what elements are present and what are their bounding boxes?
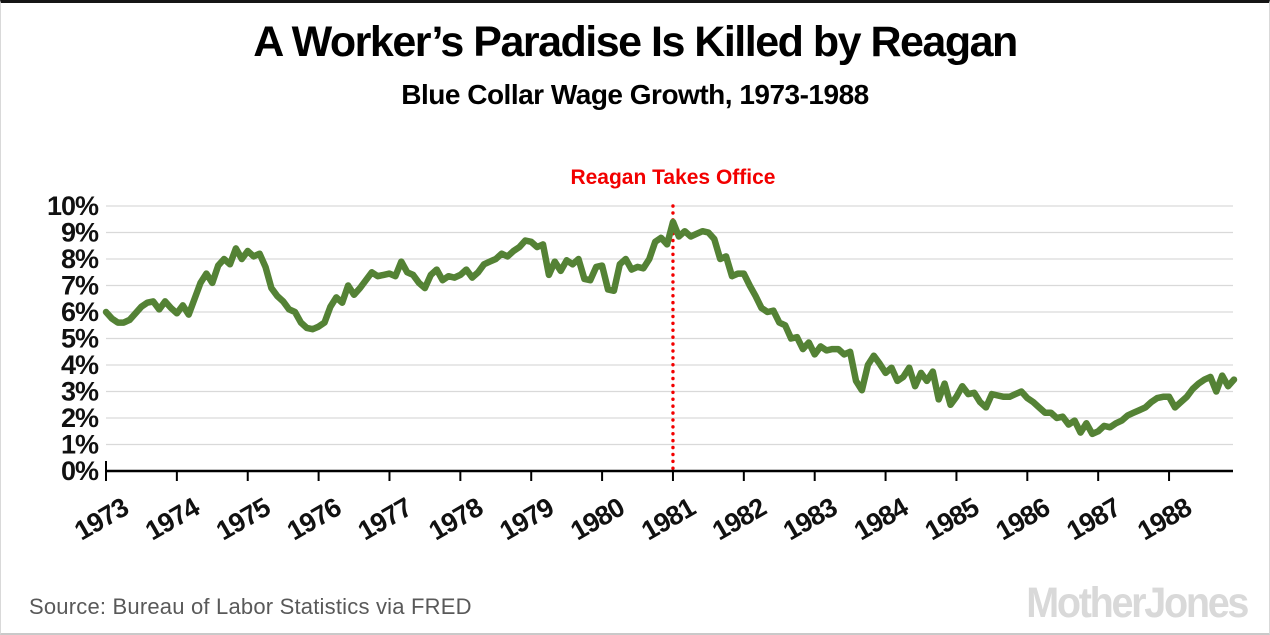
x-tick-label: 1984 xyxy=(849,492,913,547)
y-tick-label: 6% xyxy=(61,297,99,327)
x-tick-label: 1973 xyxy=(69,492,133,547)
y-tick-label: 0% xyxy=(61,456,99,486)
y-tick-label: 3% xyxy=(61,377,99,407)
wage-growth-line-chart: 0%1%2%3%4%5%6%7%8%9%10% Reagan Takes Offi… xyxy=(47,166,1238,547)
y-tick-label: 4% xyxy=(61,350,99,380)
x-tick-label: 1977 xyxy=(353,492,417,546)
x-tick-label: 1978 xyxy=(424,492,488,547)
x-tick-label: 1988 xyxy=(1132,492,1196,547)
y-tick-label: 5% xyxy=(61,324,99,354)
y-tick-label: 2% xyxy=(61,403,99,433)
x-tick-label: 1982 xyxy=(707,492,771,546)
x-tick-label: 1979 xyxy=(495,492,559,547)
source-note: Source: Bureau of Labor Statistics via F… xyxy=(29,594,472,619)
y-tick-label: 9% xyxy=(61,218,99,248)
y-tick-label: 8% xyxy=(61,244,99,274)
x-tick-label: 1981 xyxy=(636,492,700,547)
x-tick-label: 1975 xyxy=(211,492,275,547)
x-tick-label: 1987 xyxy=(1062,492,1126,546)
x-tick-label: 1983 xyxy=(778,492,842,547)
x-tick-label: 1980 xyxy=(566,492,630,546)
y-tick-label: 1% xyxy=(61,430,99,460)
annotation-label: Reagan Takes Office xyxy=(570,166,775,189)
y-tick-label: 10% xyxy=(47,191,99,221)
x-tick-label: 1976 xyxy=(282,492,346,547)
x-tick-label: 1974 xyxy=(140,492,204,547)
mother-jones-logo: MotherJones xyxy=(1026,579,1249,627)
chart-subtitle: Blue Collar Wage Growth, 1973-1988 xyxy=(401,79,869,110)
chart-title: A Worker’s Paradise Is Killed by Reagan xyxy=(253,18,1018,66)
y-tick-label: 7% xyxy=(61,271,99,301)
x-tick-label: 1985 xyxy=(920,492,984,547)
x-tick-label: 1986 xyxy=(991,492,1055,547)
wage-growth-line xyxy=(102,218,1238,438)
